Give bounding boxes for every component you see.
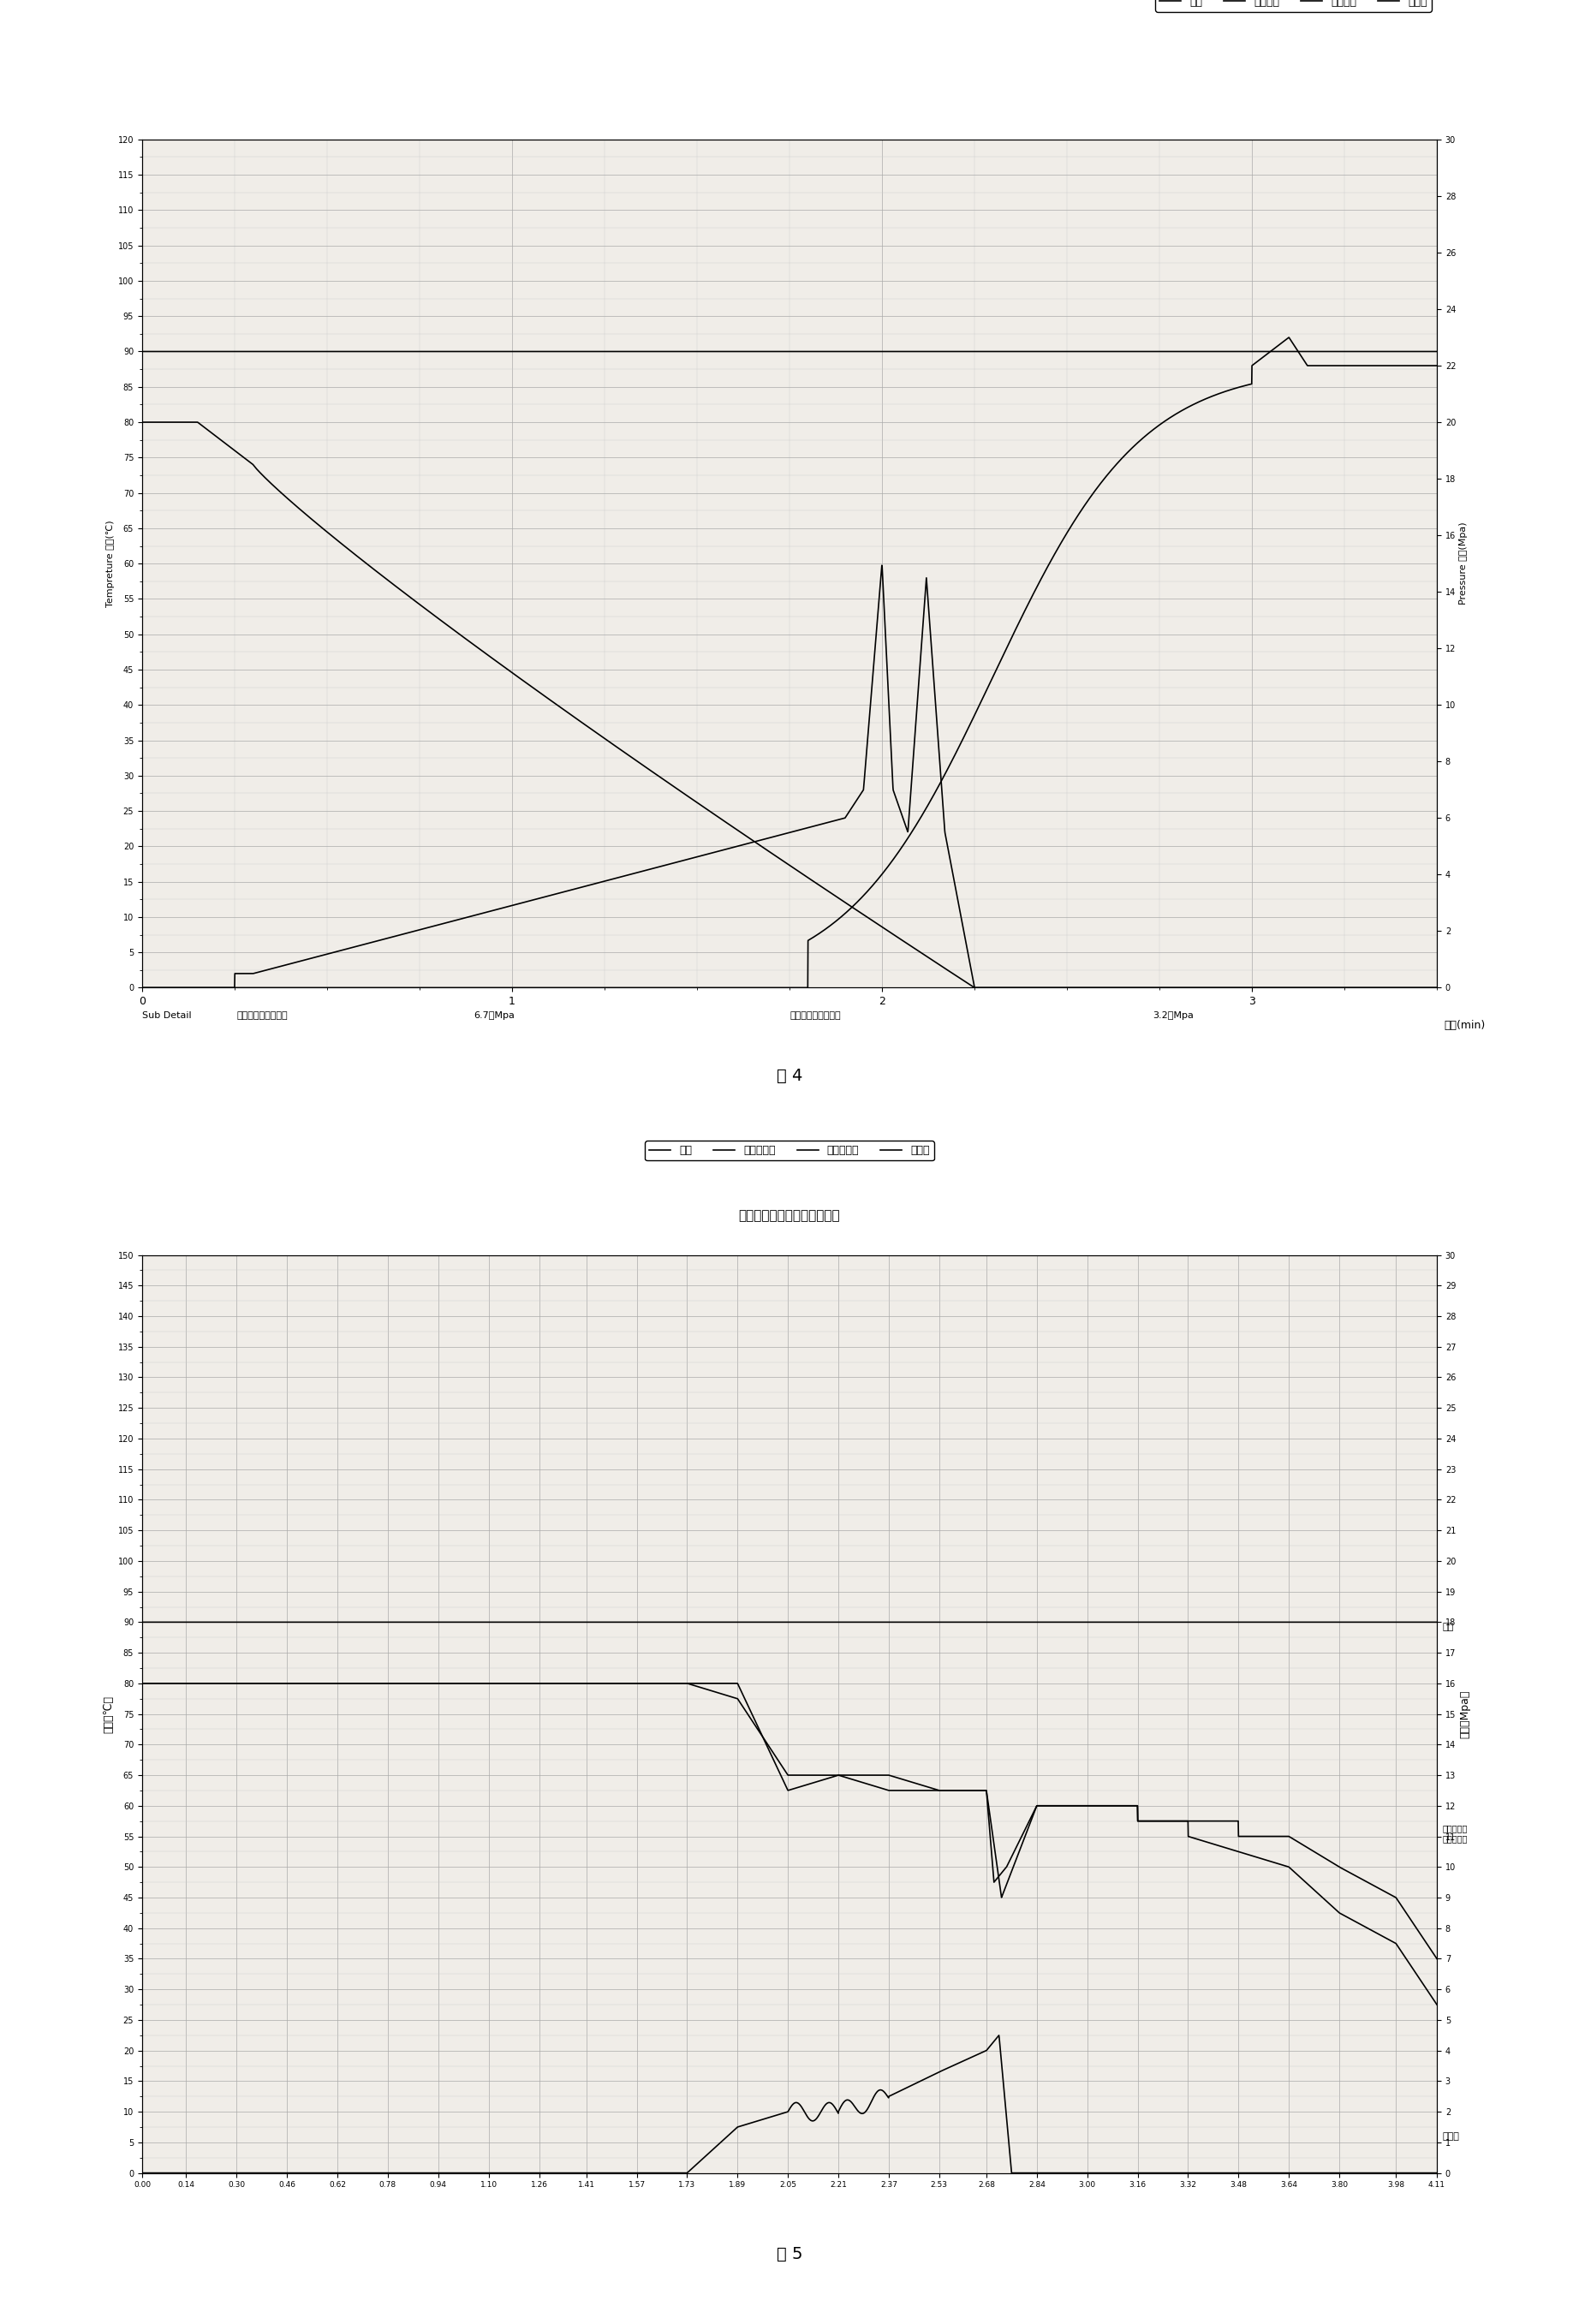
压力差 [1099, 2159, 1118, 2187]
Text: 图 4: 图 4 [777, 1067, 802, 1083]
温度 [627, 337, 646, 365]
筒内压力 [368, 558, 387, 586]
Line: 压力差: 压力差 [142, 565, 1437, 988]
Legend: 温度, 筒下部压力, 筒上部压力, 压力差: 温度, 筒下部压力, 筒上部压力, 压力差 [644, 1141, 935, 1160]
Text: 筒上部压力
筒下部压力: 筒上部压力 筒下部压力 [1443, 1824, 1468, 1843]
筒上部压力 [368, 1669, 387, 1697]
Line: 压力差: 压力差 [142, 2036, 1437, 2173]
温度 [974, 337, 993, 365]
筒下部压力 [368, 1669, 387, 1697]
筒内压力 [133, 409, 152, 437]
压力差 [872, 551, 891, 579]
筒上部压力 [1427, 1992, 1446, 2020]
压机压力 [368, 974, 387, 1002]
Text: 第二界面胶结强度：: 第二界面胶结强度： [790, 1011, 840, 1020]
温度 [627, 1608, 646, 1636]
Line: 筒下部压力: 筒下部压力 [142, 1683, 1437, 1959]
温度 [1197, 1608, 1216, 1636]
压力差 [910, 2068, 928, 2096]
筒下部压力 [974, 1776, 993, 1803]
Text: 压力差: 压力差 [1443, 2131, 1461, 2140]
压力差 [1427, 974, 1446, 1002]
筒下部压力 [1427, 1945, 1446, 1973]
Text: 6.7　Mpa: 6.7 Mpa [474, 1011, 515, 1020]
Text: 温度: 温度 [1443, 1622, 1454, 1631]
压力差 [133, 2159, 152, 2187]
压力差 [1197, 974, 1216, 1002]
压机压力 [910, 806, 928, 834]
Text: 3.2　Mpa: 3.2 Mpa [1153, 1011, 1194, 1020]
压机压力 [133, 974, 152, 1002]
Y-axis label: Pressure 压力(Mpa): Pressure 压力(Mpa) [1459, 523, 1468, 604]
压力差 [627, 2159, 646, 2187]
筒上部压力 [133, 1669, 152, 1697]
压力差 [133, 974, 152, 1002]
温度 [974, 1608, 993, 1636]
筒内压力 [965, 974, 984, 1002]
温度 [1427, 1608, 1446, 1636]
压力差 [368, 927, 387, 955]
Text: 图 5: 图 5 [777, 2245, 802, 2261]
压力差 [1427, 2159, 1446, 2187]
温度 [1099, 337, 1118, 365]
温度 [368, 1608, 387, 1636]
Line: 筒上部压力: 筒上部压力 [142, 1683, 1437, 2006]
温度 [133, 1608, 152, 1636]
筒下部压力 [627, 1669, 646, 1697]
Y-axis label: Tempreture 温度(℃): Tempreture 温度(℃) [106, 521, 114, 607]
筒下部压力 [1099, 1792, 1118, 1820]
筒下部压力 [133, 1669, 152, 1697]
筒内压力 [1427, 974, 1446, 1002]
筒内压力 [910, 937, 928, 964]
温度 [368, 337, 387, 365]
Line: 筒内压力: 筒内压力 [142, 423, 1437, 988]
压机压力 [974, 681, 993, 709]
压机压力 [627, 974, 646, 1002]
筒内压力 [1099, 974, 1118, 1002]
筒内压力 [974, 974, 993, 1002]
压力差 [974, 974, 993, 1002]
温度 [910, 1608, 928, 1636]
Text: Sub Detail: Sub Detail [142, 1011, 191, 1020]
压力差 [990, 2022, 1009, 2050]
筒内压力 [627, 746, 646, 774]
压机压力 [1197, 383, 1216, 411]
压力差 [974, 2038, 993, 2066]
Text: 时间(min): 时间(min) [1445, 1020, 1486, 1030]
温度 [1197, 337, 1216, 365]
压机压力 [1099, 460, 1118, 488]
筒上部压力 [1099, 1792, 1118, 1820]
Y-axis label: 压力（Mpa）: 压力（Mpa） [1459, 1690, 1470, 1738]
温度 [1427, 337, 1446, 365]
Y-axis label: 温度（℃）: 温度（℃） [103, 1694, 114, 1734]
压力差 [1197, 2159, 1216, 2187]
筒下部压力 [910, 1776, 928, 1803]
压力差 [910, 667, 928, 695]
压力差 [368, 2159, 387, 2187]
筒上部压力 [1197, 1829, 1216, 1857]
压机压力 [1427, 351, 1446, 379]
Legend: 温度, 筒内压力, 压机压力, 压力差: 温度, 筒内压力, 压机压力, 压力差 [1156, 0, 1432, 12]
Text: 第一界面胶结强度：: 第一界面胶结强度： [237, 1011, 287, 1020]
筒上部压力 [910, 1771, 928, 1799]
压机压力 [1279, 323, 1298, 351]
筒内压力 [1197, 974, 1216, 1002]
筒上部压力 [627, 1669, 646, 1697]
温度 [910, 337, 928, 365]
筒下部压力 [1197, 1808, 1216, 1836]
压力差 [627, 860, 646, 888]
压力差 [1099, 974, 1118, 1002]
温度 [1099, 1608, 1118, 1636]
Line: 压机压力: 压机压力 [142, 337, 1437, 988]
Title: 固化物水力胶结强度试验曲线: 固化物水力胶结强度试验曲线 [739, 1208, 840, 1222]
筒上部压力 [974, 1776, 993, 1803]
温度 [133, 337, 152, 365]
